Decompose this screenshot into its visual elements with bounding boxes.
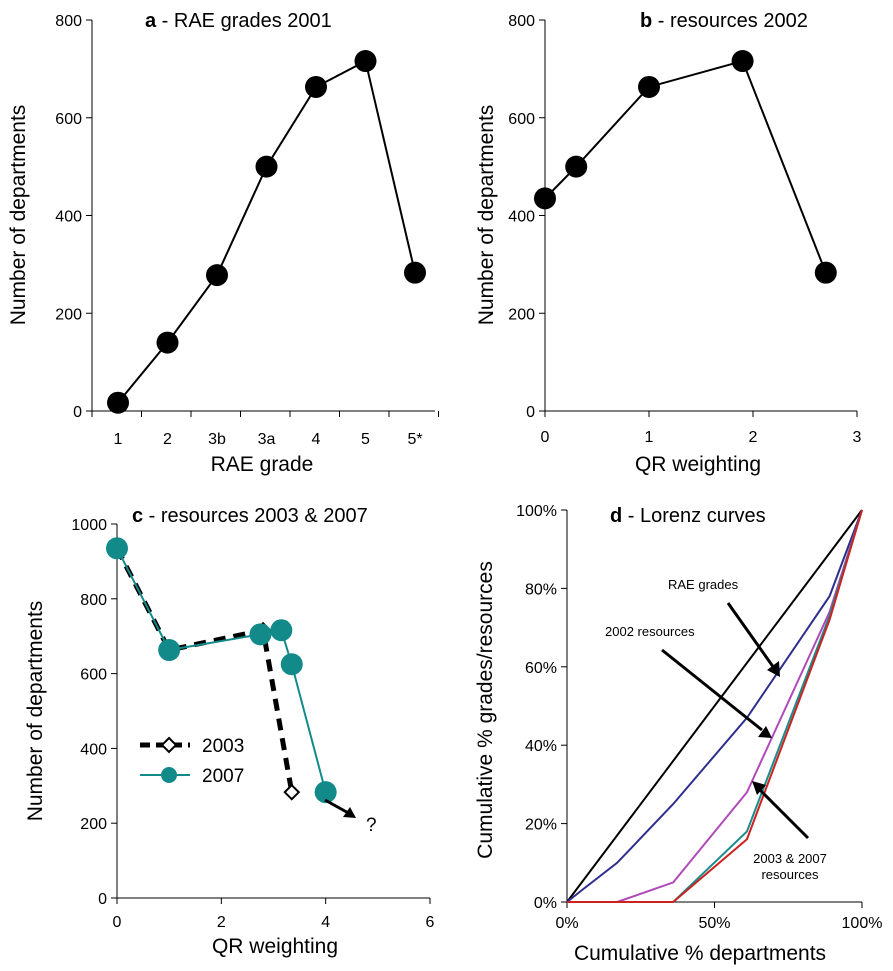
panel-b-ytick-label: 400 [508,209,535,226]
panel-b-x-label: QR weighting [635,453,761,476]
panel-a-ytick-label: 800 [55,13,82,30]
panel-c-question-mark: ? [366,815,377,836]
annotation-rae-grades: RAE grades [668,577,739,592]
panel-c-point-2007 [106,537,128,560]
arrowhead-rae-grades [767,661,780,677]
arrowhead-2002-resources [758,726,772,738]
annotation-2002-resources: 2002 resources [605,624,695,639]
panel-a-xtick-label: 3b [208,431,226,448]
panel-d-ytick-label: 80% [525,581,557,598]
panel-a-xtick-label: 3a [258,431,276,448]
panel-a-xtick-label: 5 [361,431,370,448]
panel-a-x-label: RAE grade [211,453,314,476]
panel-b-ytick-label: 200 [508,306,535,323]
panel-c-xtick-label: 6 [426,914,435,931]
panel-d-ytick-label: 20% [525,817,557,834]
panel-b-xtick-label: 0 [541,429,550,446]
panel-c-point-2007 [270,619,293,642]
panel-b: b - resources 2002 0 200 400 600 800 0 1 2 3 QR… [475,10,862,476]
panel-b-ytick-label: 800 [508,13,535,30]
panel-b-point [814,261,837,284]
panel-d-lorenz-line-4 [567,509,863,903]
panel-d-xtick-label: 0% [555,915,578,932]
panel-b-ytick-label: 0 [526,404,535,421]
panel-c-series-2003-line [114,547,295,793]
panel-b-point [731,50,754,73]
legend-2003-marker [160,736,178,754]
panel-a-ytick-label: 0 [73,404,82,421]
panel-b-title: b - resources 2002 [640,10,808,32]
panel-c-x-label: QR weighting [212,935,338,958]
panel-b-point [565,155,588,178]
panel-c-xtick-label: 4 [321,914,330,931]
panel-b-xtick-label: 2 [749,429,758,446]
panel-c-legend: 2003 2007 [140,736,244,787]
panel-a-xtick-label: 1 [114,431,123,448]
legend-2007-label: 2007 [202,766,244,787]
panel-a-point [404,261,426,284]
panel-c: c - resources 2003 & 2007 0 200 400 600 800 1… [24,505,435,958]
panel-c-ytick-label: 800 [80,592,107,609]
panel-c-y-label: Number of departments [24,601,47,822]
panel-c-point-2007 [249,623,272,646]
panel-b-ytick-label: 600 [508,111,535,128]
panel-d-xtick-label: 50% [698,915,730,932]
arrow-2002-resources [661,648,763,732]
panel-d: d - Lorenz curves 0% 20% 40% 60% 80% 100% 0% 5… [474,503,882,965]
panel-a-xtick-label: 4 [312,431,321,448]
legend-2007-marker [161,767,177,783]
panel-b-xtick-label: 3 [853,429,862,446]
panel-d-lorenz-line-1 [566,509,863,903]
panel-d-ytick-label: 60% [525,660,557,677]
panel-a: a - RAE grades 2001 0 200 400 600 800 1 2 3b 3a… [7,10,439,476]
panel-a-ytick-label: 200 [55,306,82,323]
panel-a-ytick-label: 600 [55,111,82,128]
legend-2003-label: 2003 [202,736,244,757]
panel-c-point-2007 [158,639,181,662]
panel-a-title: a - RAE grades 2001 [145,10,332,32]
panel-c-xtick-label: 2 [217,914,226,931]
panel-c-ytick-label: 400 [80,741,107,758]
panel-a-y-label: Number of departments [7,105,30,326]
panel-b-xtick-label: 1 [645,429,654,446]
panel-c-ytick-label: 0 [98,891,107,908]
panel-a-point [206,264,228,287]
panel-a-point [305,75,327,98]
panel-c-question-arrowhead [343,807,356,818]
arrowhead-2003-2007 [752,781,766,795]
panel-c-ytick-label: 1000 [71,517,107,534]
panel-a-point [354,50,377,73]
panel-c-xtick-label: 0 [113,914,122,931]
panel-c-ytick-label: 600 [80,667,107,684]
annotation-resources: resources [761,867,819,882]
panel-a-xtick-label: 5* [407,431,422,448]
panel-d-title: d - Lorenz curves [610,505,766,527]
panel-a-ytick-label: 400 [55,209,82,226]
panel-d-x-label: Cumulative % departments [574,942,826,965]
annotation-2003-2007: 2003 & 2007 [753,851,827,866]
panel-c-ytick-label: 200 [80,816,107,833]
panel-d-ytick-label: 40% [525,738,557,755]
panel-a-point [156,331,179,354]
panel-c-point-2007 [280,653,303,676]
panel-b-point [534,187,556,210]
panel-a-xtick-label: 2 [163,431,172,448]
panel-a-point [107,391,129,414]
panel-d-y-label: Cumulative % grades/resources [474,561,497,859]
panel-d-ytick-label: 100% [516,503,557,520]
panel-b-y-label: Number of departments [475,105,498,326]
panel-d-lorenz-line-0 [566,509,863,903]
panel-c-title: c - resources 2003 & 2007 [132,505,368,527]
panel-d-ytick-label: 0% [534,895,557,912]
panel-a-point [255,155,278,178]
panel-c-point-2003 [283,783,301,801]
arrow-2003-2007 [756,786,810,840]
arrow-rae-grades [726,602,776,669]
panel-d-xtick-label: 100% [842,915,883,932]
panel-c-point-2007 [314,781,337,804]
panel-b-point [638,75,660,98]
